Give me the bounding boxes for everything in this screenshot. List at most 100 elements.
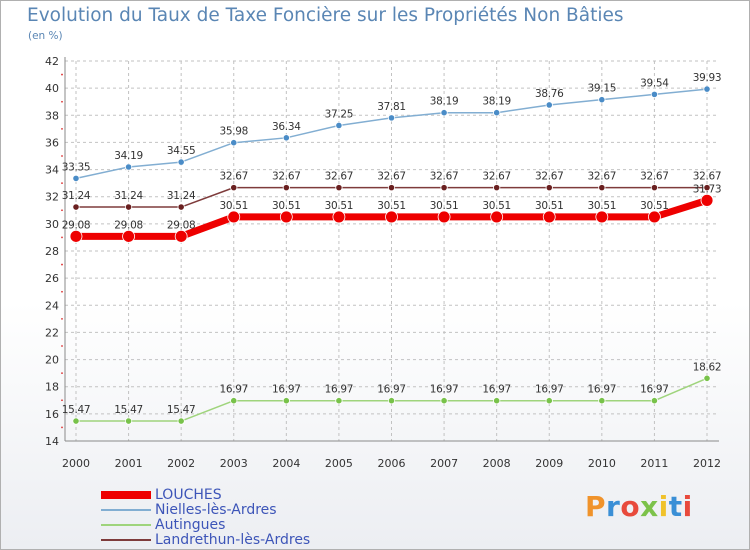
data-point-nielles-les-ardres [177,158,185,166]
data-point-autingues [650,397,659,405]
data-point-landrethun-les-ardres [230,184,238,192]
data-label-nielles-les-ardres: 34.55 [167,145,196,157]
x-tick-label: 2003 [220,457,248,470]
y-tick-label: 40 [45,82,59,95]
data-point-autingues [387,397,396,405]
data-label-landrethun-les-ardres: 31.24 [62,190,91,202]
data-point-landrethun-les-ardres [124,203,133,211]
legend-item: Landrethun-lès-Ardres [101,532,421,548]
logo-letter: o [620,490,641,523]
data-label-louches: 30.51 [219,200,248,212]
data-label-nielles-les-ardres: 38.76 [535,88,564,100]
data-point-nielles-les-ardres [703,85,711,93]
data-point-louches [437,210,451,224]
data-point-louches [385,210,398,224]
y-minor-tick [61,263,63,266]
y-minor-tick [61,100,63,103]
logo-letter: r [606,490,621,523]
data-point-autingues [72,417,80,425]
data-point-landrethun-les-ardres [703,184,711,192]
data-label-nielles-les-ardres: 38.19 [482,96,511,108]
logo-letter: i [658,490,669,523]
data-label-louches: 30.51 [325,200,354,212]
data-label-autingues: 16.97 [588,384,617,396]
data-label-nielles-les-ardres: 38.19 [430,96,459,108]
data-point-autingues [703,374,711,382]
data-label-landrethun-les-ardres: 32.67 [219,171,248,183]
data-label-nielles-les-ardres: 39.93 [693,72,722,84]
data-point-autingues [124,417,133,425]
y-tick-label: 38 [45,109,59,122]
data-label-nielles-les-ardres: 39.15 [588,83,617,95]
data-label-louches: 30.51 [588,200,617,212]
data-label-autingues: 16.97 [640,384,669,396]
y-tick-label: 26 [45,272,59,285]
data-point-louches [595,210,609,224]
data-label-autingues: 16.97 [430,384,459,396]
data-label-louches: 29.08 [167,219,196,231]
x-tick-label: 2010 [588,457,616,470]
data-point-landrethun-les-ardres [282,184,290,192]
data-label-nielles-les-ardres: 39.54 [640,77,669,89]
y-minor-tick [61,236,63,239]
data-label-louches: 31.73 [693,183,722,195]
data-point-louches [69,229,83,243]
data-point-landrethun-les-ardres [177,203,185,211]
x-tick-label: 2001 [115,457,143,470]
data-label-autingues: 16.97 [535,384,564,396]
data-point-nielles-les-ardres [282,134,290,142]
y-tick-label: 28 [45,245,59,258]
data-point-autingues [440,397,448,405]
data-point-nielles-les-ardres [72,174,80,182]
data-point-autingues [177,417,185,425]
x-tick-label: 2009 [535,457,563,470]
data-label-landrethun-les-ardres: 31.24 [114,190,143,202]
logo-letter: t [668,490,683,523]
data-label-autingues: 16.97 [482,384,511,396]
data-label-autingues: 16.97 [272,384,301,396]
logo-letter: x [640,490,659,523]
data-label-louches: 30.51 [535,200,564,212]
y-tick-label: 22 [45,326,59,339]
data-label-landrethun-les-ardres: 32.67 [325,171,354,183]
data-point-nielles-les-ardres [440,109,448,117]
legend-label: Landrethun-lès-Ardres [155,532,311,548]
data-label-autingues: 16.97 [377,384,406,396]
y-tick-label: 36 [45,136,59,149]
data-point-nielles-les-ardres [124,163,133,171]
data-point-louches [279,210,293,224]
data-point-landrethun-les-ardres [72,203,80,211]
y-tick-label: 18 [45,381,59,394]
y-tick-label: 30 [45,218,59,231]
y-minor-tick [61,290,63,293]
legend-swatch [101,491,151,499]
data-point-autingues [598,397,606,405]
data-point-louches [700,193,714,207]
data-label-louches: 30.51 [430,200,459,212]
x-tick-label: 2008 [483,457,511,470]
logo-letter: i [682,490,693,523]
data-label-landrethun-les-ardres: 32.67 [272,171,301,183]
x-tick-label: 2002 [167,457,195,470]
data-point-louches [227,210,241,224]
data-point-autingues [230,397,238,405]
legend-swatch [101,539,151,541]
data-label-autingues: 15.47 [62,404,91,416]
data-label-autingues: 16.97 [219,384,248,396]
data-label-nielles-les-ardres: 33.35 [62,161,91,173]
data-label-louches: 29.08 [114,219,143,231]
data-point-louches [490,210,504,224]
legend-swatch [101,524,151,526]
data-label-autingues: 15.47 [114,404,143,416]
y-minor-tick [61,73,63,76]
y-minor-tick [61,345,63,347]
y-minor-tick [61,155,63,157]
data-label-louches: 30.51 [377,200,406,212]
data-label-nielles-les-ardres: 37.25 [325,108,354,120]
data-point-landrethun-les-ardres [493,184,501,192]
legend-item: Nielles-lès-Ardres [101,502,421,518]
y-minor-tick [61,372,63,375]
y-minor-tick [61,182,63,185]
